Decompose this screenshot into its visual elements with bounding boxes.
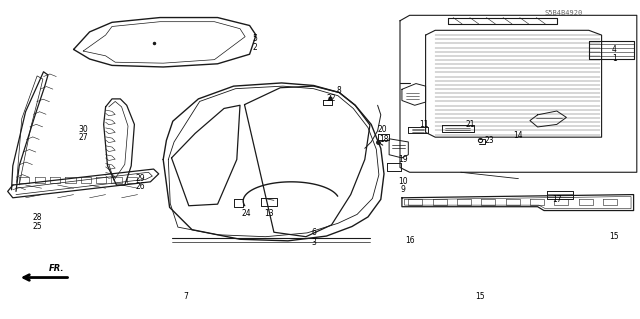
Text: 4: 4 [612,45,617,54]
Text: 21: 21 [466,120,475,129]
Text: 14: 14 [513,131,524,140]
Text: 29: 29 [136,174,146,182]
Text: 20: 20 [377,125,387,134]
Text: 9: 9 [401,185,406,194]
Text: 24: 24 [241,209,252,218]
Text: 19: 19 [398,155,408,164]
Text: 18: 18 [380,135,388,144]
Text: 23: 23 [484,136,495,145]
Text: 1: 1 [612,54,617,63]
Text: 2: 2 [252,43,257,52]
Text: 10: 10 [398,177,408,186]
Text: 30: 30 [78,125,88,134]
Text: 16: 16 [404,236,415,245]
Text: 6: 6 [311,228,316,237]
Text: 26: 26 [136,182,146,191]
Text: 25: 25 [32,222,42,231]
Text: 28: 28 [33,213,42,222]
Text: 15: 15 [609,232,620,241]
Text: 8: 8 [337,86,342,95]
Text: 11: 11 [420,120,429,129]
Text: 3: 3 [311,238,316,247]
Text: 7: 7 [183,292,188,301]
Text: 5: 5 [252,34,257,43]
Text: 27: 27 [78,133,88,142]
Text: FR.: FR. [49,264,64,273]
Text: 13: 13 [264,209,274,218]
Text: S5B4B4920: S5B4B4920 [544,11,582,16]
Text: 15: 15 [475,292,485,301]
Text: 22: 22 [327,94,336,103]
Text: 17: 17 [552,195,562,204]
